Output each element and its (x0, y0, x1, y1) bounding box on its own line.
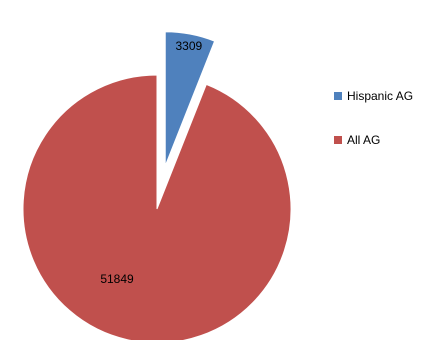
pie-slice-hispanic-ag (164, 31, 216, 166)
data-label-all-ag: 51849 (100, 272, 134, 286)
legend-label-hispanic-ag: Hispanic AG (347, 89, 413, 103)
data-labels: 3309 51849 (100, 39, 202, 286)
pie-slices (22, 31, 292, 340)
legend-swatch-all-ag (334, 136, 342, 144)
pie-slice-all-ag (22, 74, 292, 340)
legend-label-all-ag: All AG (347, 133, 380, 147)
data-label-hispanic-ag: 3309 (175, 39, 202, 53)
legend-swatch-hispanic-ag (334, 92, 342, 100)
legend: Hispanic AG All AG (334, 89, 413, 147)
